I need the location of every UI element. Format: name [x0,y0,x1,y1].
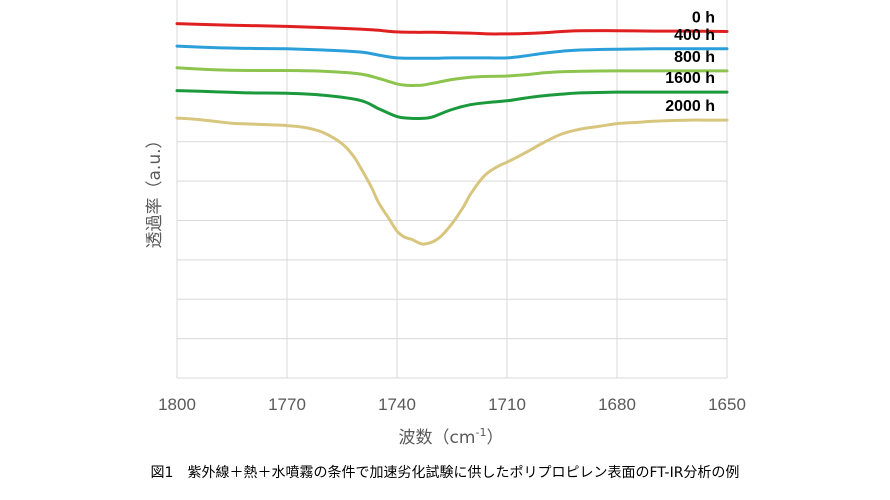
x-axis-title-superscript: -1 [475,426,486,439]
x-tick-label: 1650 [708,395,746,414]
x-tick-label: 1770 [268,395,306,414]
series-label-4: 2000 h [665,98,715,115]
series-label-0: 0 h [692,10,715,27]
x-axis-title-close: ） [486,428,503,448]
series-line-2 [175,66,729,88]
series-line-3 [175,89,729,120]
series-line-4 [175,116,729,246]
series-label-1: 400 h [674,27,715,44]
x-tick-labels: 1800 1770 1740 1710 1680 1650 [158,395,746,414]
x-tick-label: 1800 [158,395,196,414]
x-axis-title: 波数（cm-1） [399,426,504,448]
x-tick-label: 1680 [598,395,636,414]
figure-caption: 図1 紫外線＋熱＋水噴霧の条件で加速劣化試験に供したポリプロピレン表面のFT-I… [150,465,740,481]
series-label-3: 1600 h [665,70,715,87]
series-line-1 [175,44,729,60]
x-tick-label: 1710 [488,395,526,414]
series-line-0 [175,22,729,36]
series-label-2: 800 h [674,49,715,66]
series-lines [175,22,729,246]
x-tick-label: 1740 [378,395,416,414]
grid-lines [176,0,728,379]
y-axis-title: 透過率（a.u.） [145,132,165,249]
